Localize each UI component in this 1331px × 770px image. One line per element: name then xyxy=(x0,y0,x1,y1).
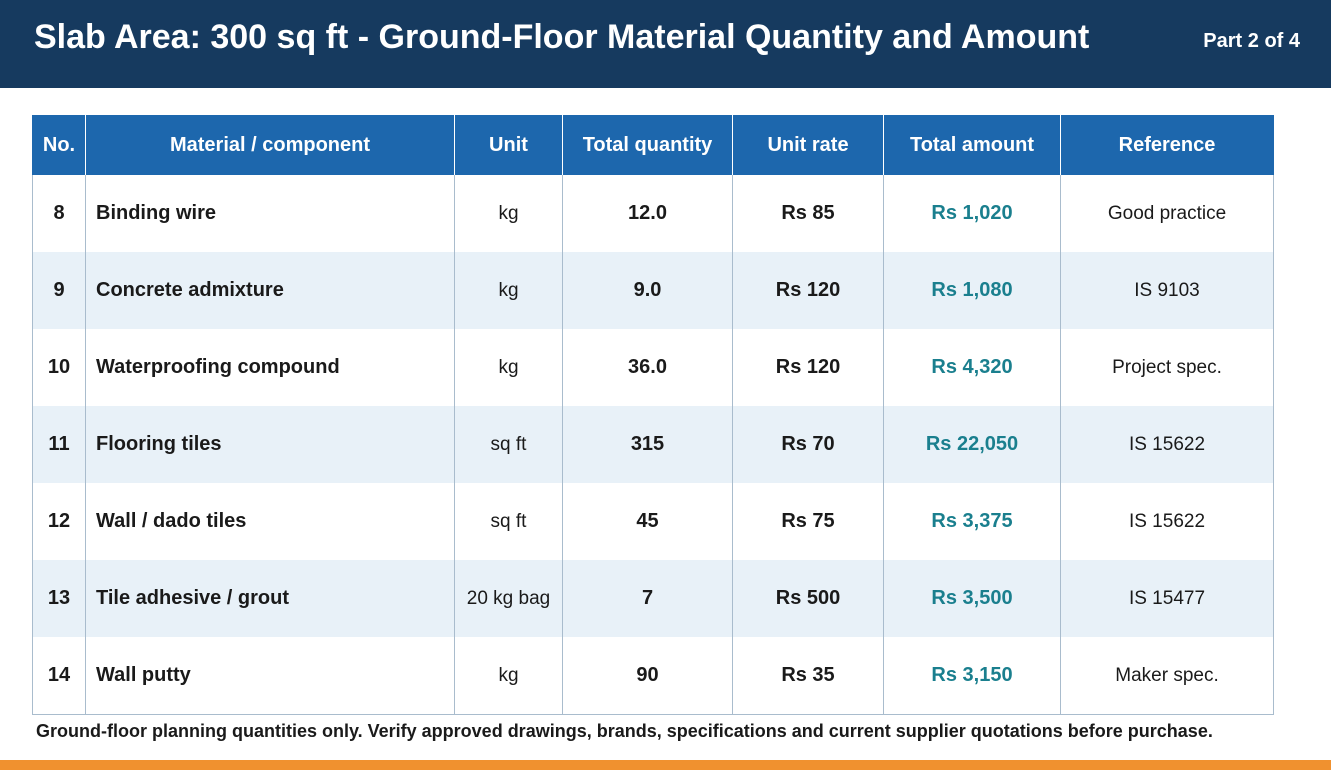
accent-bar xyxy=(0,760,1331,770)
title-banner: Slab Area: 300 sq ft - Ground-Floor Mate… xyxy=(0,0,1331,88)
cell-unit-rate: Rs 500 xyxy=(732,560,884,637)
table-row: 9 Concrete admixture kg 9.0 Rs 120 Rs 1,… xyxy=(32,252,1274,329)
part-indicator: Part 2 of 4 xyxy=(1203,30,1300,52)
cell-reference: Project spec. xyxy=(1060,329,1274,406)
cell-quantity: 7 xyxy=(562,560,733,637)
cell-amount: Rs 1,080 xyxy=(883,252,1061,329)
table-row: 8 Binding wire kg 12.0 Rs 85 Rs 1,020 Go… xyxy=(32,175,1274,252)
cell-material: Concrete admixture xyxy=(85,252,455,329)
column-header-total-amount: Total amount xyxy=(883,115,1061,175)
cell-no: 10 xyxy=(32,329,86,406)
cell-amount: Rs 4,320 xyxy=(883,329,1061,406)
cell-no: 8 xyxy=(32,175,86,252)
cell-quantity: 315 xyxy=(562,406,733,483)
cell-material: Flooring tiles xyxy=(85,406,455,483)
cell-amount: Rs 3,150 xyxy=(883,637,1061,715)
column-header-reference: Reference xyxy=(1060,115,1274,175)
cell-quantity: 90 xyxy=(562,637,733,715)
cell-material: Wall / dado tiles xyxy=(85,483,455,560)
table-row: 11 Flooring tiles sq ft 315 Rs 70 Rs 22,… xyxy=(32,406,1274,483)
column-header-unit-rate: Unit rate xyxy=(732,115,884,175)
cell-no: 13 xyxy=(32,560,86,637)
table-row: 10 Waterproofing compound kg 36.0 Rs 120… xyxy=(32,329,1274,406)
cell-reference: IS 15622 xyxy=(1060,406,1274,483)
cell-reference: Good practice xyxy=(1060,175,1274,252)
cell-reference: IS 15622 xyxy=(1060,483,1274,560)
column-header-material: Material / component xyxy=(85,115,455,175)
cell-reference: IS 15477 xyxy=(1060,560,1274,637)
cell-unit: kg xyxy=(454,637,563,715)
cell-quantity: 12.0 xyxy=(562,175,733,252)
cell-unit: 20 kg bag xyxy=(454,560,563,637)
cell-no: 9 xyxy=(32,252,86,329)
page-title: Slab Area: 300 sq ft - Ground-Floor Mate… xyxy=(34,18,1090,56)
cell-no: 14 xyxy=(32,637,86,715)
cell-unit-rate: Rs 35 xyxy=(732,637,884,715)
table-row: 12 Wall / dado tiles sq ft 45 Rs 75 Rs 3… xyxy=(32,483,1274,560)
cell-amount: Rs 22,050 xyxy=(883,406,1061,483)
table-row: 13 Tile adhesive / grout 20 kg bag 7 Rs … xyxy=(32,560,1274,637)
cell-unit: kg xyxy=(454,175,563,252)
cell-unit: sq ft xyxy=(454,406,563,483)
cell-unit: kg xyxy=(454,252,563,329)
cell-amount: Rs 3,375 xyxy=(883,483,1061,560)
cell-no: 11 xyxy=(32,406,86,483)
cell-amount: Rs 1,020 xyxy=(883,175,1061,252)
cell-quantity: 45 xyxy=(562,483,733,560)
cell-unit: sq ft xyxy=(454,483,563,560)
cell-reference: Maker spec. xyxy=(1060,637,1274,715)
cell-unit: kg xyxy=(454,329,563,406)
cell-unit-rate: Rs 120 xyxy=(732,329,884,406)
cell-material: Wall putty xyxy=(85,637,455,715)
cell-amount: Rs 3,500 xyxy=(883,560,1061,637)
column-header-total-quantity: Total quantity xyxy=(562,115,733,175)
column-header-no: No. xyxy=(32,115,86,175)
table-header-row: No. Material / component Unit Total quan… xyxy=(32,115,1274,175)
column-header-unit: Unit xyxy=(454,115,563,175)
table-row: 14 Wall putty kg 90 Rs 35 Rs 3,150 Maker… xyxy=(32,637,1274,715)
material-table: No. Material / component Unit Total quan… xyxy=(32,115,1274,715)
cell-unit-rate: Rs 70 xyxy=(732,406,884,483)
footnote: Ground-floor planning quantities only. V… xyxy=(36,721,1213,741)
cell-unit-rate: Rs 85 xyxy=(732,175,884,252)
cell-unit-rate: Rs 75 xyxy=(732,483,884,560)
cell-material: Binding wire xyxy=(85,175,455,252)
cell-quantity: 36.0 xyxy=(562,329,733,406)
cell-unit-rate: Rs 120 xyxy=(732,252,884,329)
cell-material: Tile adhesive / grout xyxy=(85,560,455,637)
cell-quantity: 9.0 xyxy=(562,252,733,329)
cell-no: 12 xyxy=(32,483,86,560)
cell-reference: IS 9103 xyxy=(1060,252,1274,329)
cell-material: Waterproofing compound xyxy=(85,329,455,406)
